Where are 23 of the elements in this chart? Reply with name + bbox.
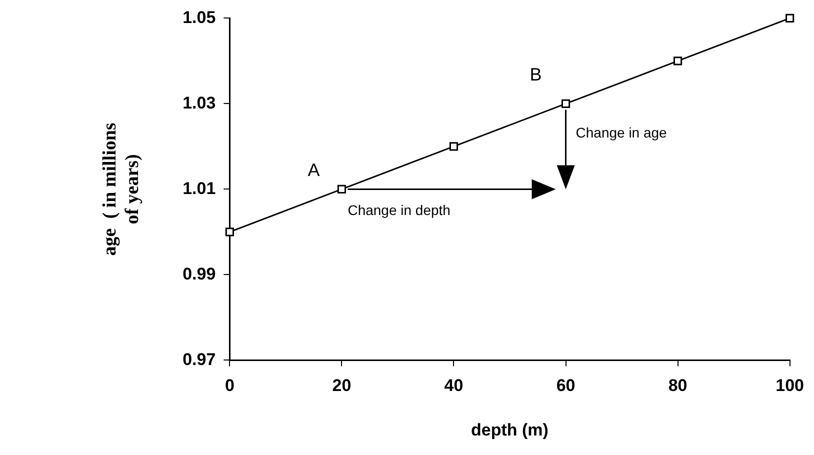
annotation: A bbox=[308, 160, 320, 180]
point bbox=[786, 14, 794, 22]
y-tick-label: 1.01 bbox=[182, 178, 216, 198]
annotation: B bbox=[530, 64, 542, 85]
x-tick-label: 80 bbox=[668, 376, 688, 396]
y-tick-label: 1.05 bbox=[182, 8, 216, 27]
x-tick-label: 40 bbox=[444, 376, 464, 396]
x-tick-label: 0 bbox=[224, 376, 234, 396]
annotation: Change in age bbox=[576, 124, 668, 141]
y-tick-label: 1.03 bbox=[182, 93, 216, 112]
point bbox=[225, 228, 234, 236]
point bbox=[337, 184, 346, 194]
y-tick-label: 0.99 bbox=[182, 264, 216, 284]
y-tick-label: 0.97 bbox=[182, 350, 216, 369]
point bbox=[449, 142, 458, 151]
y-axis-title: age ( in millions of years) bbox=[99, 122, 144, 256]
point bbox=[561, 99, 570, 108]
x-tick-label: 20 bbox=[332, 376, 352, 396]
x-tick-label: 100 bbox=[776, 376, 804, 396]
x-axis-title: depth (m) bbox=[471, 420, 548, 440]
annotation: Change in depth bbox=[348, 202, 450, 218]
x-tick-label: 60 bbox=[556, 376, 576, 396]
point bbox=[674, 56, 682, 66]
